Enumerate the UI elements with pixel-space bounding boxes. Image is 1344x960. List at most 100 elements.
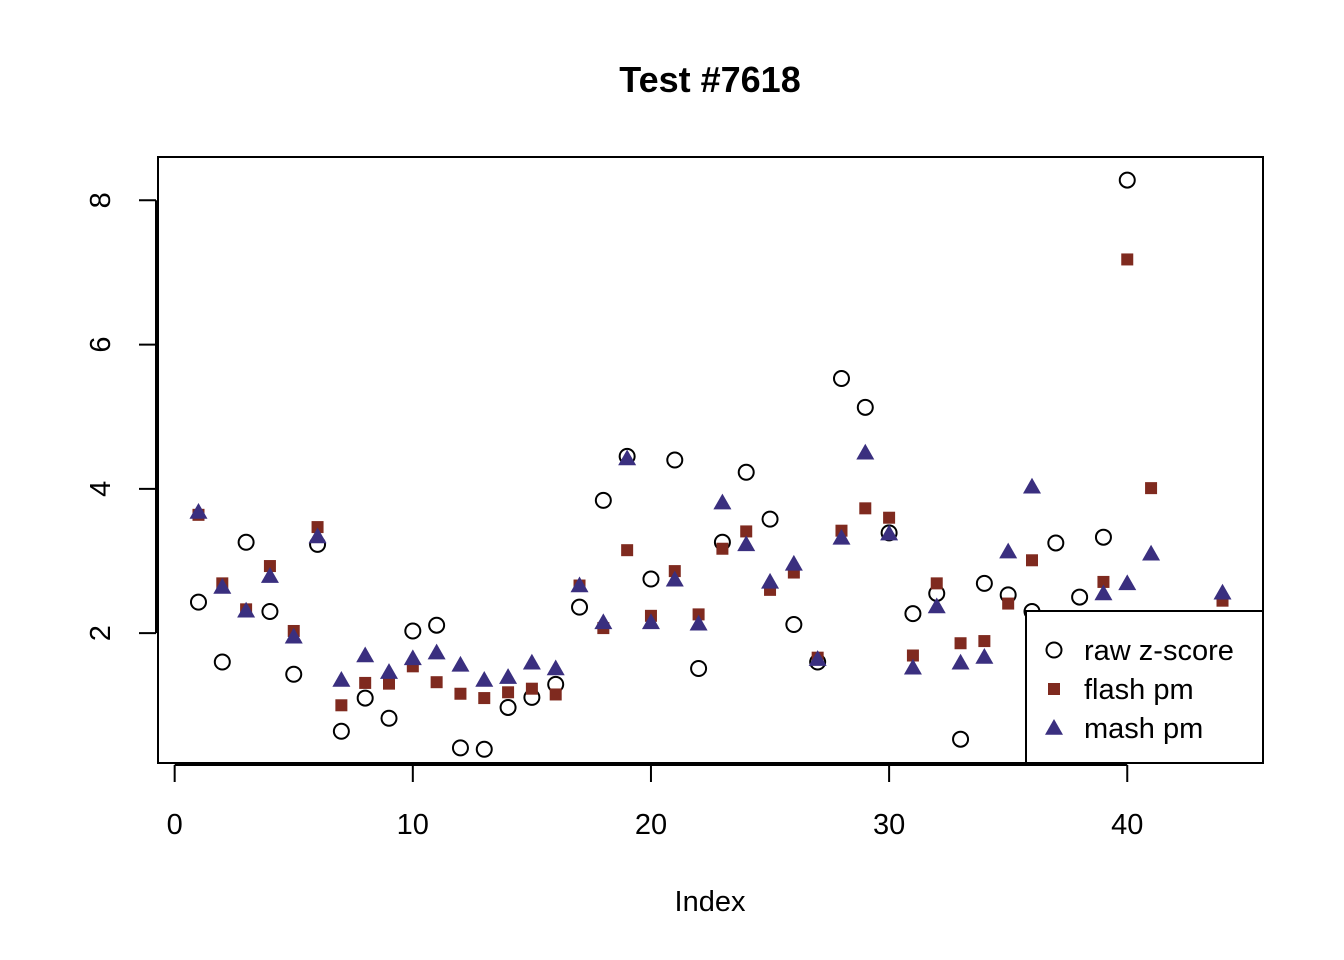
mash-pm-point bbox=[784, 554, 803, 571]
mash-pm-point bbox=[1142, 544, 1161, 561]
flash-pm-point bbox=[359, 676, 372, 689]
mash-pm-point bbox=[903, 658, 922, 675]
flash-pm-point bbox=[335, 699, 348, 712]
x-axis: 0 10 20 30 40 bbox=[167, 764, 1143, 841]
raw-z-score-point bbox=[832, 369, 850, 387]
flash-pm-point bbox=[430, 676, 443, 689]
flash-pm-point bbox=[1121, 253, 1134, 266]
raw-z-score-point bbox=[380, 709, 398, 727]
mash-pm-point bbox=[546, 659, 565, 676]
y-tick-label: 2 bbox=[85, 625, 117, 641]
legend-marker bbox=[1045, 719, 1063, 735]
raw-z-score-point bbox=[261, 603, 279, 620]
raw-z-score-point bbox=[761, 510, 779, 528]
legend-marker bbox=[1045, 641, 1063, 659]
x-axis-label: Index bbox=[675, 886, 746, 918]
mash-pm-point bbox=[832, 528, 851, 545]
legend-box bbox=[1025, 610, 1264, 764]
raw-z-score-point bbox=[1094, 528, 1112, 546]
flash-pm-point bbox=[478, 692, 491, 705]
raw-z-score-point bbox=[1118, 171, 1136, 189]
raw-z-score-point bbox=[499, 698, 517, 716]
mash-pm-point bbox=[737, 535, 756, 552]
raw-z-score-point bbox=[189, 593, 207, 611]
flash-pm-point bbox=[311, 521, 324, 534]
mash-pm-point bbox=[1022, 477, 1041, 494]
raw-z-score-point bbox=[904, 605, 922, 623]
mash-pm-point bbox=[1118, 574, 1137, 591]
flash-pm-point bbox=[549, 688, 562, 701]
raw-z-score-point bbox=[428, 616, 446, 634]
mash-pm-point bbox=[761, 572, 780, 589]
flash-pm-point bbox=[525, 682, 538, 695]
x-tick-label: 20 bbox=[635, 809, 667, 841]
x-tick-label: 10 bbox=[397, 809, 429, 841]
mash-pm-point bbox=[475, 671, 494, 687]
raw-z-score-point bbox=[690, 659, 708, 677]
chart-title: Test #7618 bbox=[619, 59, 800, 100]
flash-pm-point bbox=[978, 635, 991, 648]
mash-pm-point bbox=[665, 570, 684, 587]
raw-z-score-point bbox=[237, 533, 255, 551]
flash-pm-point bbox=[883, 511, 896, 524]
flash-pm-point bbox=[502, 686, 515, 699]
mash-pm-point bbox=[403, 649, 422, 666]
flash-pm-point bbox=[716, 542, 729, 555]
flash-pm-point bbox=[1145, 482, 1158, 495]
mash-pm-point bbox=[260, 567, 279, 583]
flash-pm-point bbox=[859, 502, 872, 515]
raw-z-score-point bbox=[642, 570, 660, 588]
legend-entry: mash pm bbox=[1084, 713, 1203, 745]
mash-pm-point bbox=[451, 655, 470, 672]
plot-frame bbox=[157, 156, 1264, 764]
raw-z-score-point bbox=[332, 722, 350, 740]
y-axis: 2 4 6 8 bbox=[85, 192, 157, 641]
flash-pm-point bbox=[383, 677, 396, 690]
x-tick-label: 0 bbox=[167, 809, 183, 841]
raw-z-score-point bbox=[666, 451, 684, 469]
flash-pm-point bbox=[930, 577, 943, 590]
raw-z-score-point bbox=[356, 689, 374, 707]
flash-pm-point bbox=[1002, 597, 1015, 610]
mash-pm-point bbox=[284, 627, 303, 644]
mash-pm-point bbox=[308, 527, 327, 544]
flash-pm-point bbox=[454, 687, 467, 700]
y-tick-label: 6 bbox=[85, 337, 117, 353]
data-points bbox=[189, 171, 1232, 758]
mash-pm-point bbox=[641, 613, 660, 630]
y-tick-label: 4 bbox=[85, 481, 117, 497]
mash-pm-point bbox=[213, 577, 232, 594]
raw-z-score-point bbox=[285, 665, 303, 683]
x-tick-label: 40 bbox=[1111, 809, 1143, 841]
legend-entry: raw z-score bbox=[1084, 635, 1234, 667]
raw-z-score-point bbox=[475, 740, 493, 758]
mash-pm-point bbox=[189, 502, 208, 519]
mash-pm-point bbox=[999, 542, 1018, 559]
mash-pm-point bbox=[880, 524, 899, 541]
mash-pm-point bbox=[427, 643, 446, 660]
raw-z-score-point bbox=[785, 615, 803, 633]
raw-z-score-point bbox=[404, 622, 422, 640]
raw-z-score-point bbox=[451, 739, 469, 757]
mash-pm-point bbox=[356, 646, 375, 663]
flash-pm-point bbox=[1097, 575, 1110, 588]
flash-pm-point bbox=[692, 608, 705, 621]
mash-pm-point bbox=[499, 668, 518, 684]
mash-pm-point bbox=[808, 650, 827, 666]
mash-pm-point bbox=[594, 613, 613, 630]
mash-pm-point bbox=[1213, 583, 1232, 600]
raw-z-score-point bbox=[737, 463, 755, 481]
mash-pm-point bbox=[237, 601, 256, 618]
flash-pm-point bbox=[263, 560, 276, 573]
mash-pm-point bbox=[380, 663, 399, 679]
flash-pm-point bbox=[906, 649, 919, 662]
raw-z-score-point bbox=[1071, 588, 1089, 606]
mash-pm-point bbox=[522, 653, 541, 670]
flash-pm-point bbox=[954, 637, 967, 650]
mash-pm-point bbox=[332, 671, 351, 687]
legend: raw z-score flash pm mash pm bbox=[1025, 610, 1264, 764]
raw-z-score-point bbox=[975, 574, 993, 592]
raw-z-score-point bbox=[594, 491, 612, 509]
mash-pm-point bbox=[689, 614, 708, 631]
